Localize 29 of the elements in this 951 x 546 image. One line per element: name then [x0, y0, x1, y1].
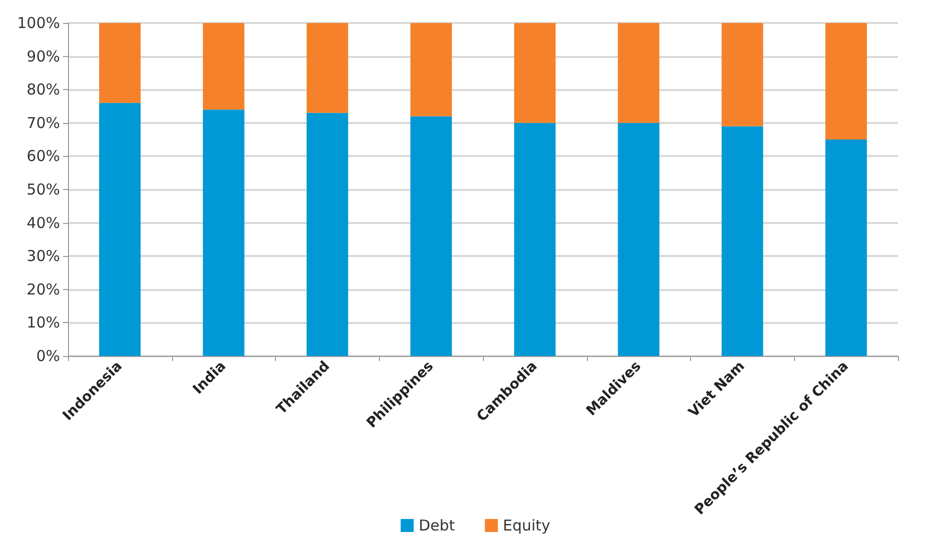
bar [306, 23, 348, 113]
y-tick-label: 0% [36, 347, 60, 365]
bar [825, 23, 867, 140]
y-tick-label: 50% [26, 180, 60, 198]
legend-label: Equity [502, 516, 550, 534]
y-tick-label: 90% [26, 47, 60, 66]
y-tick-label: 80% [26, 80, 60, 99]
y-tick-label: 30% [26, 247, 60, 266]
bar [99, 102, 141, 356]
bar [202, 23, 244, 110]
bar [306, 112, 348, 356]
y-tick-label: 10% [26, 314, 60, 332]
bar [722, 126, 764, 356]
y-tick-label: 100% [17, 14, 60, 32]
y-tick-label: 20% [26, 280, 60, 298]
y-tick-label: 40% [26, 214, 60, 232]
bar [514, 23, 556, 123]
y-tick-label: 60% [26, 147, 60, 166]
bar [410, 23, 452, 116]
bar [722, 23, 764, 126]
bar [825, 140, 867, 356]
bar [514, 122, 556, 356]
bar [618, 23, 660, 123]
y-tick-label: 70% [26, 114, 60, 132]
bar [618, 122, 660, 356]
bar [202, 110, 244, 356]
bar [410, 116, 452, 356]
bar [99, 23, 141, 103]
legend-label: Debt [418, 516, 455, 534]
